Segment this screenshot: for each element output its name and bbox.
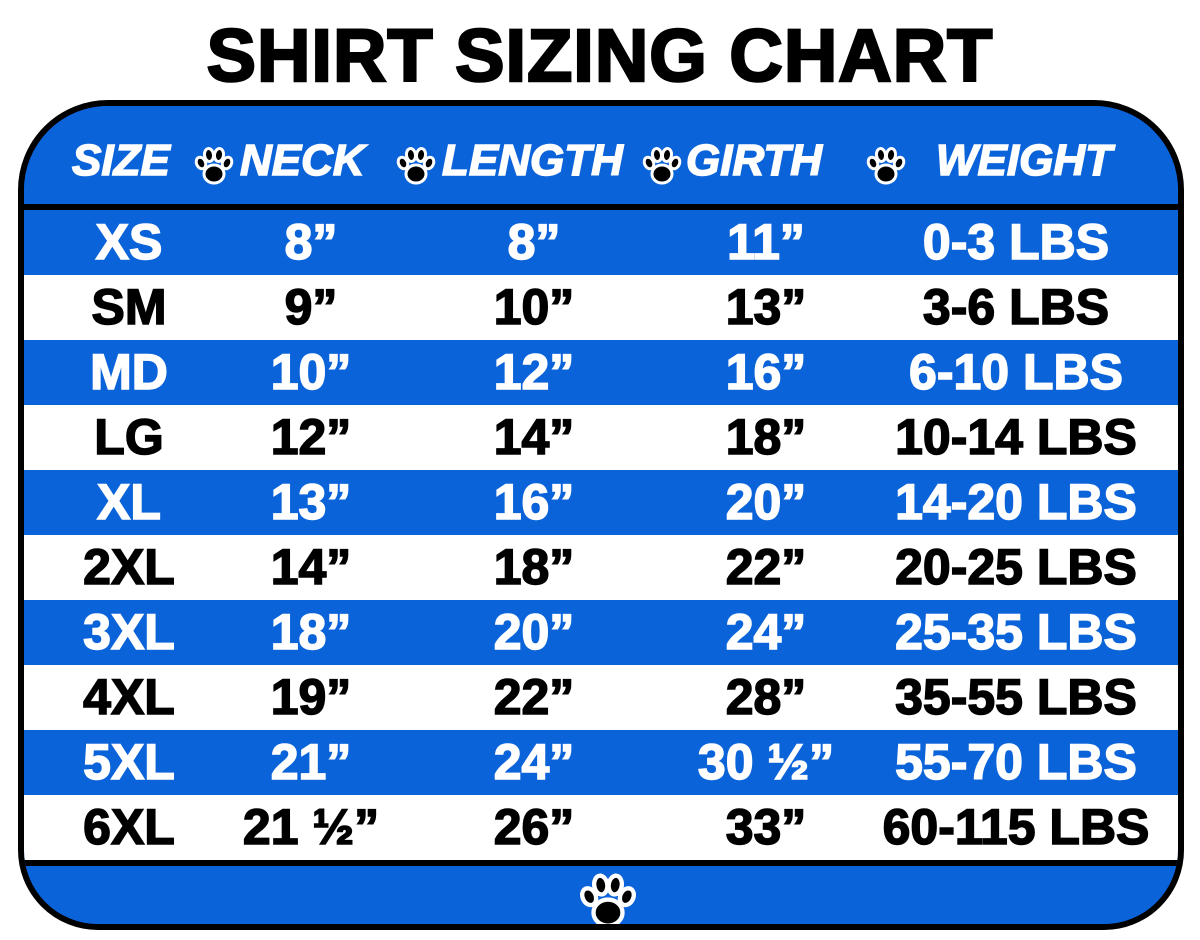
cell-neck: 9” [284,278,338,336]
cell-length: 8” [507,213,561,271]
paw-icon [642,146,682,185]
table-row: XL 13” 16” 20” 14-20 LBS [24,470,1178,535]
cell-neck: 13” [270,473,352,531]
cell-length: 26” [493,798,575,856]
cell-weight: 0-3 LBS [922,213,1110,271]
cell-girth: 16” [725,343,807,401]
cell-neck: 12” [270,408,352,466]
cell-weight: 10-14 LBS [894,408,1137,466]
table-row: 5XL 21” 24” 30 ½” 55-70 LBS [24,730,1178,795]
cell-weight: 25-35 LBS [894,603,1137,661]
chart-title: SHIRT SIZING CHART [205,13,994,99]
paw-icon [194,146,234,185]
table-row: MD 10” 12” 16” 6-10 LBS [24,340,1178,405]
cell-length: 14” [493,408,575,466]
header-weight: WEIGHT [935,135,1112,186]
cell-weight: 60-115 LBS [882,798,1150,856]
cell-neck: 8” [284,213,338,271]
table-row: 3XL 18” 20” 24” 25-35 LBS [24,600,1178,665]
cell-weight: 55-70 LBS [894,733,1137,791]
header-girth: GIRTH [685,135,823,186]
cell-size: LG [94,408,165,466]
cell-neck: 14” [270,538,352,596]
cell-length: 12” [493,343,575,401]
cell-girth: 13” [725,278,807,336]
table-header: SIZE NECK LENGTH GIRTH WEIGHT [24,106,1178,210]
table-row: LG 12” 14” 18” 10-14 LBS [24,405,1178,470]
cell-girth: 22” [725,538,807,596]
cell-girth: 18” [725,408,807,466]
cell-length: 18” [493,538,575,596]
cell-size: 6XL [82,798,175,856]
cell-girth: 33” [725,798,807,856]
table-body: XS 8” 8” 11” 0-3 LBS SM 9” 10” 13” 3-6 LBS MD 10” 12… [24,210,1178,860]
paw-icon [396,146,436,185]
cell-size: 2XL [82,538,175,596]
table-row: XS 8” 8” 11” 0-3 LBS [24,210,1178,275]
cell-weight: 14-20 LBS [894,473,1137,531]
cell-girth: 30 ½” [697,733,835,791]
cell-neck: 10” [270,343,352,401]
cell-length: 16” [493,473,575,531]
cell-weight: 3-6 LBS [922,278,1110,336]
cell-weight: 6-10 LBS [908,343,1123,401]
table-footer [24,860,1178,930]
cell-length: 10” [493,278,575,336]
cell-size: MD [89,343,168,401]
cell-weight: 20-25 LBS [894,538,1137,596]
cell-length: 20” [493,603,575,661]
cell-size: 5XL [82,733,175,791]
cell-girth: 28” [725,668,807,726]
cell-girth: 20” [725,473,807,531]
cell-neck: 19” [270,668,352,726]
cell-size: XS [95,213,163,271]
paw-icon [866,146,906,185]
cell-length: 22” [493,668,575,726]
cell-size: SM [91,278,168,336]
cell-size: 3XL [82,603,175,661]
cell-size: 4XL [82,668,175,726]
cell-girth: 11” [726,213,805,271]
header-size: SIZE [71,135,170,186]
cell-girth: 24” [725,603,807,661]
header-neck: NECK [239,135,365,186]
table-row: 2XL 14” 18” 22” 20-25 LBS [24,535,1178,600]
sizing-table: SIZE NECK LENGTH GIRTH WEIGHT XS 8” 8” 11” 0… [18,100,1184,930]
cell-weight: 35-55 LBS [894,668,1137,726]
cell-neck: 21 ½” [242,798,380,856]
header-length: LENGTH [441,135,623,186]
cell-neck: 21” [270,733,352,791]
table-row: SM 9” 10” 13” 3-6 LBS [24,275,1178,340]
cell-size: XL [96,473,161,531]
cell-length: 24” [493,733,575,791]
table-row: 6XL 21 ½” 26” 33” 60-115 LBS [24,795,1178,860]
paw-icon [579,872,637,930]
cell-neck: 18” [270,603,352,661]
table-row: 4XL 19” 22” 28” 35-55 LBS [24,665,1178,730]
